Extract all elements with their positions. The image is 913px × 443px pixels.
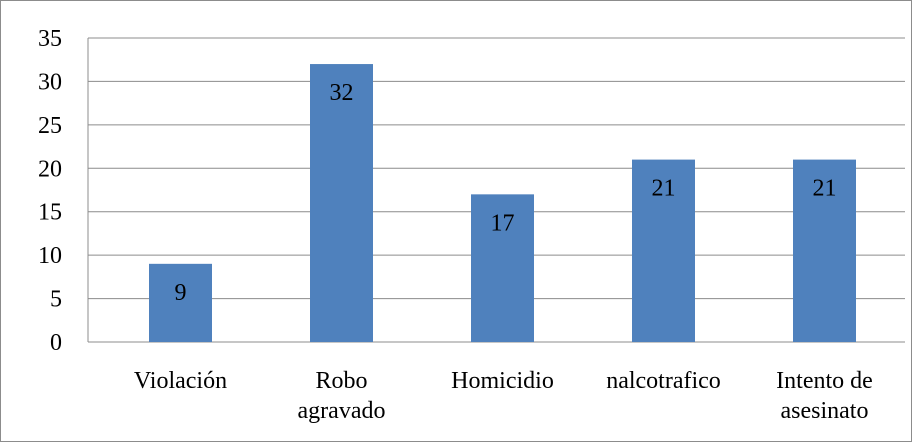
y-tick-label: 10: [38, 243, 62, 269]
bar: [149, 263, 212, 342]
data-label: 21: [813, 176, 837, 202]
data-label: 9: [175, 280, 187, 306]
data-label: 17: [491, 210, 515, 236]
y-tick-label: 25: [38, 113, 62, 139]
y-tick-label: 30: [38, 69, 62, 95]
x-tick-label: Homicidio: [451, 368, 554, 394]
x-tick-label: nalcotrafico: [606, 368, 721, 394]
data-label: 32: [330, 80, 354, 106]
y-tick-label: 5: [50, 287, 62, 313]
bar: [471, 194, 534, 342]
bar: [793, 159, 856, 342]
y-tick-label: 0: [50, 330, 62, 356]
x-tick-label: Violación: [134, 368, 227, 394]
x-tick-label: Robo agravado: [298, 368, 386, 424]
x-tick-label: Intento de asesinato: [776, 368, 873, 424]
bar: [632, 159, 695, 342]
bar: [310, 64, 373, 343]
y-tick-label: 35: [38, 26, 62, 52]
data-label: 21: [652, 176, 676, 202]
y-tick-label: 15: [38, 200, 62, 226]
y-tick-label: 20: [38, 156, 62, 182]
